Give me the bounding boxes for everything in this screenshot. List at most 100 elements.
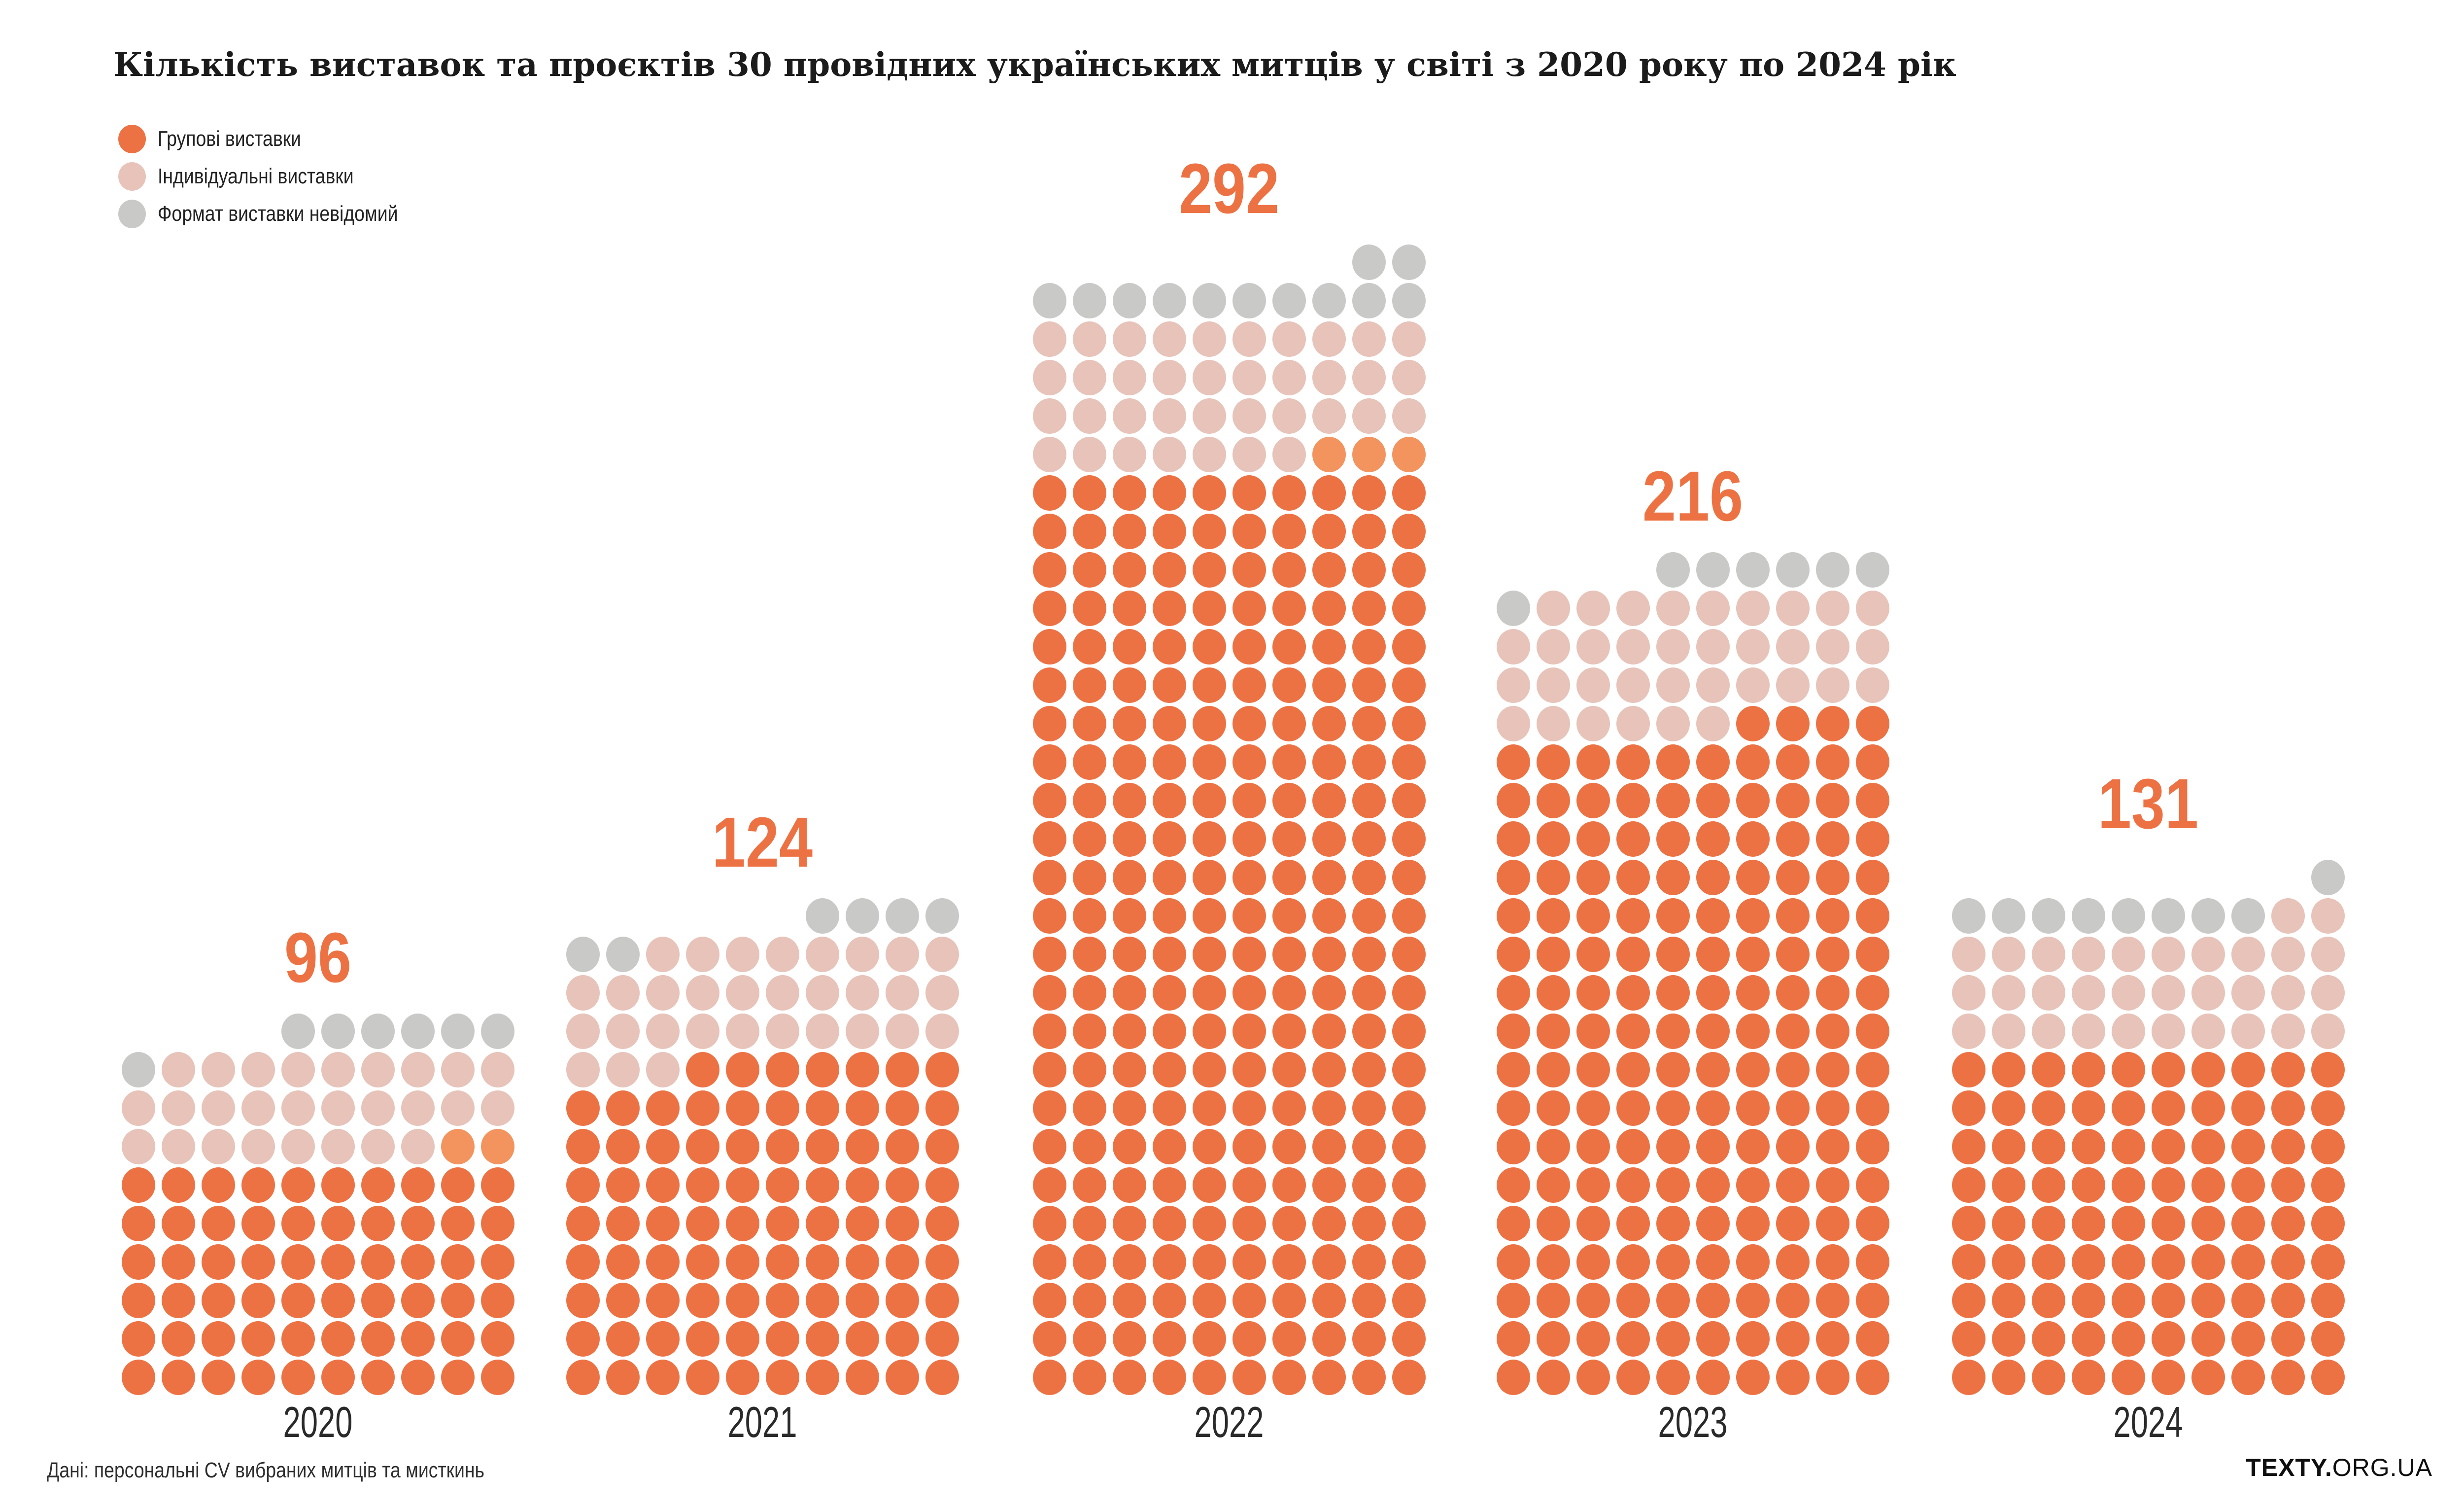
dot-cell xyxy=(2068,1204,2108,1243)
exhibition-dot xyxy=(401,1014,435,1049)
exhibition-dot xyxy=(321,1360,355,1395)
dot-cell xyxy=(722,1166,762,1204)
dot-cell xyxy=(1613,1204,1653,1243)
dot-cell xyxy=(1493,1051,1533,1089)
dot-row xyxy=(1029,1320,1429,1358)
exhibition-dot xyxy=(1616,667,1650,703)
exhibition-dot xyxy=(1312,1206,1346,1241)
dot-cell xyxy=(2108,935,2148,974)
exhibition-dot xyxy=(1616,937,1650,972)
exhibition-dot xyxy=(2271,1360,2305,1395)
exhibition-dot xyxy=(1112,1090,1146,1126)
dot-cell xyxy=(1493,935,1533,974)
dot-cell xyxy=(802,897,842,935)
dot-cell xyxy=(922,1012,962,1051)
exhibition-dot xyxy=(1696,706,1730,741)
dot-cell xyxy=(1773,1089,1813,1127)
dot-cell xyxy=(1269,1127,1309,1166)
exhibition-dot xyxy=(1232,1052,1266,1087)
dot-cell xyxy=(1189,820,1229,858)
exhibition-dot xyxy=(1032,975,1066,1011)
dot-cell xyxy=(1149,397,1189,435)
exhibition-dot xyxy=(685,1167,719,1203)
dot-cell xyxy=(398,1204,438,1243)
exhibition-dot xyxy=(1576,937,1610,972)
dot-cell xyxy=(563,1166,603,1204)
exhibition-dot xyxy=(401,1167,435,1203)
dot-row xyxy=(1029,704,1429,743)
exhibition-dot xyxy=(1192,321,1226,357)
exhibition-dot xyxy=(1192,437,1226,472)
dot-cell xyxy=(118,1089,158,1127)
exhibition-dot xyxy=(1352,245,1386,280)
exhibition-dot xyxy=(1032,552,1066,588)
dot-row xyxy=(1029,666,1429,704)
exhibition-dot xyxy=(1232,475,1266,511)
exhibition-dot xyxy=(1815,898,1849,934)
exhibition-dot xyxy=(1112,360,1146,395)
exhibition-dot xyxy=(1496,1321,1530,1357)
dot-cell xyxy=(358,1243,398,1281)
exhibition-dot xyxy=(566,1244,600,1280)
exhibition-dot xyxy=(1072,1321,1106,1357)
dot-cell xyxy=(1349,858,1389,897)
exhibition-dot xyxy=(1192,1090,1226,1126)
dot-cell xyxy=(1069,243,1109,281)
exhibition-dot xyxy=(1272,514,1306,549)
dot-cell xyxy=(2028,1243,2068,1281)
dot-cell xyxy=(2148,1051,2188,1089)
exhibition-dot xyxy=(1072,937,1106,972)
dot-cell xyxy=(358,1204,398,1243)
dot-cell xyxy=(1653,1051,1693,1089)
dot-cell xyxy=(2228,935,2268,974)
dot-cell xyxy=(1349,1127,1389,1166)
exhibition-dot xyxy=(1272,1321,1306,1357)
exhibition-dot xyxy=(1112,475,1146,511)
exhibition-dot xyxy=(1696,1321,1730,1357)
dot-cell xyxy=(478,1204,517,1243)
exhibition-dot xyxy=(1192,898,1226,934)
dot-cell xyxy=(643,1358,683,1397)
dot-cell xyxy=(2228,1051,2268,1089)
dot-cell xyxy=(1493,1204,1533,1243)
exhibition-dot xyxy=(1152,1014,1186,1049)
exhibition-dot xyxy=(2311,1014,2345,1049)
dot-cell xyxy=(722,1358,762,1397)
exhibition-dot xyxy=(1232,937,1266,972)
dot-row xyxy=(1493,935,1892,974)
dot-cell xyxy=(643,897,683,935)
dot-cell xyxy=(1852,1358,1892,1397)
dot-cell xyxy=(563,1051,603,1089)
exhibition-dot xyxy=(2071,1090,2105,1126)
dot-cell xyxy=(1229,1012,1269,1051)
exhibition-dot xyxy=(1352,1090,1386,1126)
dot-cell xyxy=(2028,858,2068,897)
dot-cell xyxy=(1389,281,1429,320)
exhibition-dot xyxy=(1192,552,1226,588)
dot-cell xyxy=(683,1012,722,1051)
dot-cell xyxy=(198,1127,238,1166)
exhibition-dot xyxy=(2031,1167,2065,1203)
texty-logo: TEXTY.ORG.UA xyxy=(2246,1453,2432,1482)
exhibition-dot xyxy=(1272,898,1306,934)
dot-cell xyxy=(1733,1243,1773,1281)
exhibition-dot xyxy=(1152,744,1186,780)
dot-cell xyxy=(2068,1358,2108,1397)
exhibition-dot xyxy=(1576,860,1610,895)
dot-cell xyxy=(1149,935,1189,974)
dot-cell xyxy=(1533,1012,1573,1051)
exhibition-dot xyxy=(1815,1167,1849,1203)
dot-cell xyxy=(1389,397,1429,435)
dot-cell xyxy=(1653,935,1693,974)
exhibition-dot xyxy=(2071,937,2105,972)
dot-cell xyxy=(198,1204,238,1243)
dot-row xyxy=(1029,474,1429,512)
dot-cell xyxy=(1269,704,1309,743)
dot-cell xyxy=(1069,474,1109,512)
exhibition-dot xyxy=(1032,1052,1066,1087)
dot-cell xyxy=(438,1243,478,1281)
legend-item-group-exhibitions: Групові виставки xyxy=(118,124,441,154)
dot-cell xyxy=(1149,628,1189,666)
exhibition-dot xyxy=(2031,1244,2065,1280)
dot-cell xyxy=(1733,1051,1773,1089)
